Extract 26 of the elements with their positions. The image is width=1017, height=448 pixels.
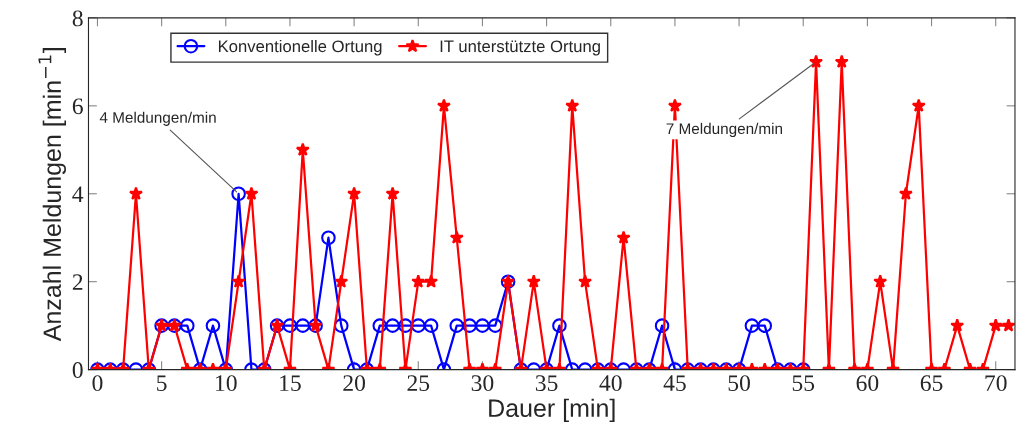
- x-tick-label: 5: [157, 375, 167, 392]
- y-tick-label: 8: [72, 10, 83, 27]
- x-tick-label: 40: [599, 375, 622, 392]
- legend-label: Konventionelle Ortung: [218, 39, 382, 56]
- x-tick-label: 65: [920, 375, 943, 392]
- x-tick-label: 25: [407, 375, 430, 392]
- x-tick-label: 55: [792, 375, 815, 392]
- x-tick-label: 60: [856, 375, 879, 392]
- x-tick-label: 30: [471, 375, 494, 392]
- x-tick-label: 10: [216, 375, 237, 392]
- y-tick-label: 4: [72, 186, 84, 202]
- y-tick-label: 2: [72, 274, 83, 290]
- x-axis-title: Dauer [min]: [489, 398, 615, 422]
- y-tick-label: 6: [72, 98, 83, 115]
- x-tick-label: 20: [343, 375, 366, 392]
- annotation: 7 Meldungen/min: [666, 122, 783, 138]
- legend-label: IT unterstützte Ortung: [440, 40, 600, 56]
- x-tick-label: 70: [985, 375, 1007, 392]
- y-axis-title: Anzahl Meldungen [min$^{−1}$]: [38, 48, 67, 342]
- x-tick-label: 15: [280, 375, 301, 392]
- x-tick-label: 0: [92, 375, 103, 392]
- x-tick-label: 50: [728, 375, 750, 392]
- annotation: 4 Meldungen/min: [99, 111, 216, 126]
- x-tick-label: 45: [663, 375, 686, 392]
- x-tick-label: 35: [535, 375, 558, 392]
- y-tick-label: 0: [72, 362, 83, 379]
